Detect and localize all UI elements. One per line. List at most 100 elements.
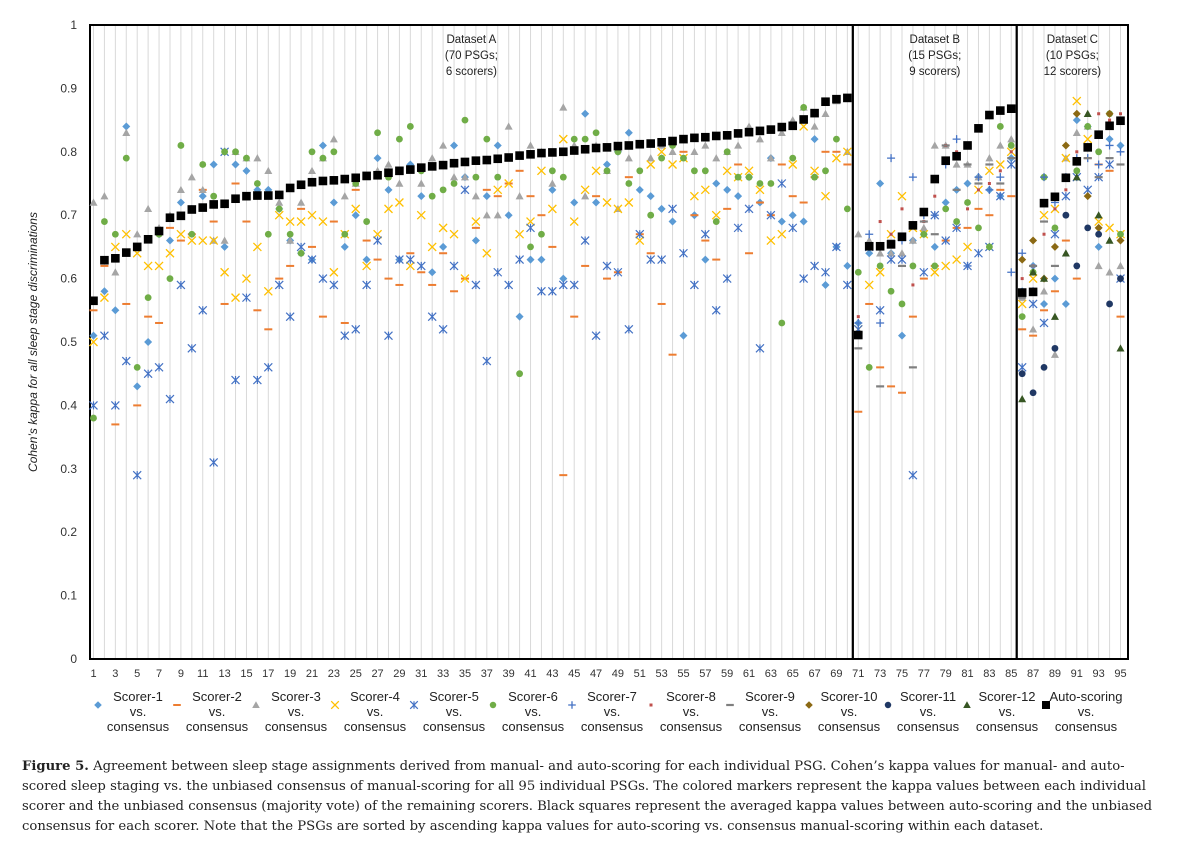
scorer-3-point — [111, 268, 120, 276]
auto-scoring-point — [985, 110, 994, 120]
auto-scoring-point — [548, 148, 557, 157]
scorer-8-point — [878, 220, 882, 224]
scorer-10-point — [1116, 236, 1125, 245]
legend-label-consensus: consensus — [423, 719, 486, 734]
legend-marker-auto-scoring — [1042, 701, 1050, 709]
scorer-5-point — [995, 191, 1005, 201]
scorer-1-point — [89, 331, 98, 340]
scorer-5-point — [198, 305, 208, 315]
scorer-7-point — [908, 173, 917, 182]
legend-label-vs: vs. — [683, 704, 700, 719]
scorer-4-point — [995, 160, 1005, 169]
scorer-5-point — [231, 375, 240, 385]
auto-scoring-point — [100, 255, 109, 265]
scorer-1-point — [646, 192, 655, 201]
scorer-3-point — [646, 154, 655, 162]
legend-label-vs: vs. — [1078, 704, 1095, 719]
gridlines — [93, 25, 1121, 659]
dataset-psg-count: (15 PSGs; — [908, 50, 961, 62]
scorer-1-point — [471, 236, 480, 245]
y-tick-label: 0.4 — [60, 398, 77, 412]
kappa-chart: 00.10.20.30.40.50.60.70.80.91 1 3 5 7 9 11 13 1… — [26, 18, 1130, 734]
scorer-6-point — [789, 154, 797, 162]
scorer-1-point — [144, 338, 153, 346]
scorer-1-point — [176, 198, 185, 207]
legend-label-vs: vs. — [367, 704, 384, 719]
scorer-3-point — [668, 147, 677, 155]
scorer-3-point — [908, 236, 917, 244]
auto-scoring-point — [537, 148, 546, 158]
scorer-6-point — [800, 104, 808, 111]
scorer-3-point — [286, 236, 295, 244]
scorer-8-point — [1108, 118, 1112, 122]
scorer-4-point — [274, 210, 284, 220]
dataset-psg-count: (10 PSGs; — [1046, 50, 1099, 62]
scorer-6-point — [122, 154, 130, 162]
legend-label-scorer-10: Scorer-10 — [820, 689, 877, 704]
auto-scoring-point — [121, 248, 131, 257]
legend-label-scorer-9: Scorer-9 — [745, 689, 795, 704]
scorer-6-point — [1084, 123, 1092, 130]
auto-scoring-point — [89, 296, 98, 306]
legend-label-scorer-11: Scorer-11 — [900, 689, 956, 704]
scorer-4-point — [252, 242, 262, 252]
scorer-5-point — [547, 286, 557, 296]
scorer-3-point — [734, 141, 743, 149]
scorer-1-point — [100, 287, 109, 296]
scorer-3-point — [897, 249, 906, 257]
scorer-6-point — [472, 173, 480, 181]
scorer-4-point — [831, 153, 841, 163]
scorer-5-point — [635, 229, 645, 239]
scorer-1-point — [133, 382, 142, 391]
x-tick-label: 55 — [677, 668, 689, 680]
scorer-5-point — [394, 255, 404, 265]
scorer-1-point — [876, 179, 885, 188]
scorer-11-point — [1029, 389, 1037, 397]
scorer-1-point — [799, 217, 808, 226]
scorer-8-point — [856, 315, 860, 319]
scorer-6-point — [439, 186, 447, 194]
scorer-1-point — [1040, 299, 1049, 308]
scorer-1-point — [570, 198, 579, 207]
scorer-3-point — [89, 198, 98, 206]
x-tick-label: 95 — [1114, 668, 1126, 680]
x-tick-label: 27 — [371, 668, 383, 680]
dataset-labels: Dataset A (70 PSGs; 6 scorers) Dataset B (15… — [445, 34, 1101, 78]
x-tick-label: 81 — [961, 668, 973, 680]
scorer-4-point — [405, 261, 415, 271]
scorer-5-point — [471, 280, 481, 290]
scorer-3-point — [690, 147, 699, 155]
auto-scoring-point — [657, 137, 666, 147]
scorer-4-point — [438, 223, 448, 233]
scorer-3-point — [1040, 287, 1049, 295]
y-axis-label: Cohen’s kappa for all sleep stage discri… — [26, 212, 40, 472]
scorer-10-point — [1072, 109, 1081, 118]
auto-scoring-point — [930, 174, 940, 184]
auto-scoring-point — [886, 240, 896, 249]
scorer-12-point — [1072, 173, 1081, 181]
scorer-3-point — [1072, 128, 1081, 136]
legend-label-scorer-4: Scorer-4 — [350, 689, 400, 704]
auto-scoring-point — [701, 132, 710, 142]
dataset-scorer-count: 12 scorers) — [1044, 66, 1102, 78]
scorer-10-point — [1018, 255, 1027, 264]
auto-scoring-point — [406, 165, 415, 174]
scorer-6-point — [199, 161, 207, 168]
scorer-6-point — [396, 135, 403, 143]
scorer-5-point — [176, 280, 186, 290]
auto-scoring-point — [1006, 104, 1016, 113]
scorer-6-point — [548, 167, 556, 175]
scorer-6-point — [559, 173, 567, 181]
scorer-7-point — [985, 185, 994, 194]
scorer-7-point — [1040, 173, 1049, 182]
scorer-5-point — [646, 255, 656, 265]
x-tick-label: 57 — [699, 668, 711, 680]
scorer-6-point — [843, 205, 851, 213]
scorer-4-point — [427, 242, 437, 252]
x-tick-label: 17 — [262, 668, 274, 680]
scorer-6-point — [363, 218, 371, 225]
scorer-1-point — [1094, 242, 1103, 251]
legend-label-vs: vs. — [999, 704, 1016, 719]
scorer-5-point — [1006, 160, 1016, 169]
scorer-4-point — [536, 166, 546, 176]
